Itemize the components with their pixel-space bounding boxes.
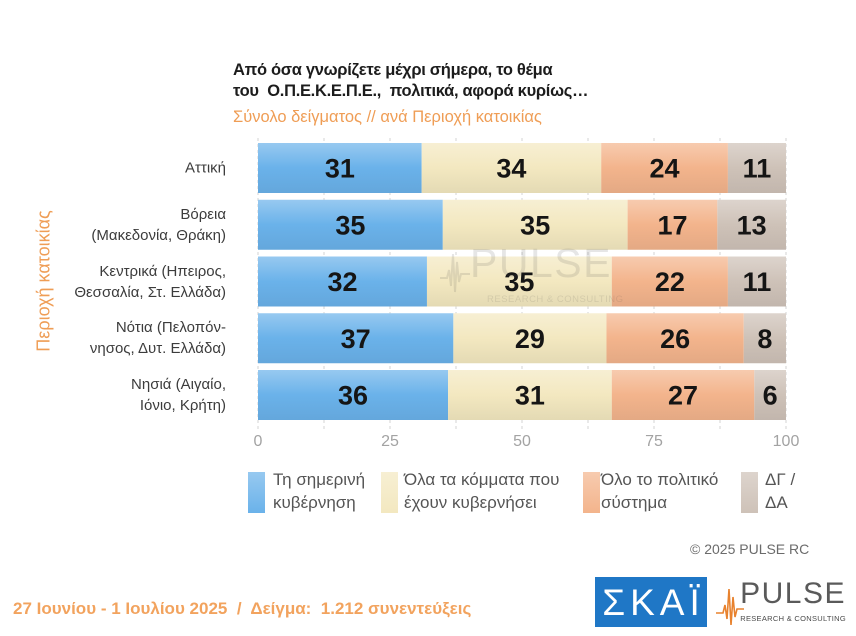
bar-segment — [606, 313, 744, 364]
chart-subtitle: Σύνολο δείγματος // ανά Περιοχή κατοικία… — [233, 108, 542, 126]
bar-segment — [727, 143, 786, 193]
bar-segment — [448, 370, 612, 420]
category-label: Νότια (Πελοπόν- νησος, Δυτ. Ελλάδα) — [89, 319, 226, 358]
value-label: 37 — [341, 324, 371, 354]
value-label: 32 — [327, 267, 357, 297]
bar-row: 37 29 26 8 — [258, 313, 786, 364]
x-tick-label: 75 — [645, 433, 663, 450]
bar-segment — [442, 199, 628, 250]
value-label: 22 — [655, 267, 685, 297]
value-label: 8 — [757, 324, 772, 354]
legend-swatch — [248, 472, 265, 513]
x-tick-label: 0 — [254, 433, 263, 450]
value-label: 11 — [743, 267, 772, 297]
bar-segment — [258, 256, 427, 307]
bar-row: 32 35 22 11 — [258, 256, 786, 307]
category-label: Κεντρικά (Ηπειρος, Θεσσαλία, Στ. Ελλάδα) — [74, 262, 226, 301]
x-axis: 0 25 50 75 100 — [254, 433, 800, 450]
value-label: 35 — [504, 267, 534, 297]
value-label: 27 — [668, 381, 698, 411]
x-tick-label: 25 — [381, 433, 399, 450]
pulse-wave-icon — [716, 588, 744, 626]
skai-logo: ΣΚΑΪ — [595, 577, 707, 627]
bar-segment — [258, 143, 422, 193]
legend-label: Τη σημερινή κυβέρνηση — [273, 470, 366, 512]
bars: 31 34 24 11 35 35 17 13 32 35 22 11 37 29 26 8 36 31 27 6 — [258, 143, 786, 420]
survey-footer: 27 Ιουνίου - 1 Ιουλίου 2025 / Δείγμα: 1.… — [13, 599, 472, 618]
skai-logo-text: ΣΚΑΪ — [602, 581, 705, 623]
bar-row: 31 34 24 11 — [258, 143, 786, 193]
bar-row: 35 35 17 13 — [258, 199, 786, 250]
copyright-note: © 2025 PULSE RC — [690, 541, 810, 557]
bar-segment — [258, 370, 449, 420]
bar-segment — [426, 256, 612, 307]
legend-label: Όλο το πολιτικό σύστημα — [601, 470, 719, 512]
value-label: 6 — [763, 381, 778, 411]
bar-segment — [611, 370, 755, 420]
value-label: 11 — [743, 154, 772, 184]
bar-segment — [258, 199, 443, 250]
bar-segment — [754, 370, 786, 420]
bar-row: 36 31 27 6 — [258, 370, 786, 420]
category-label: Βόρεια (Μακεδονία, Θράκη) — [91, 205, 226, 244]
value-label: 34 — [496, 154, 526, 184]
bar-segment — [717, 199, 786, 250]
value-label: 24 — [650, 154, 680, 184]
bar-segment — [727, 256, 786, 307]
category-label: Νησιά (Αιγαίο, Ιόνιο, Κρήτη) — [131, 376, 226, 414]
legend-swatch — [741, 472, 758, 513]
pulse-wave-line — [716, 588, 744, 626]
value-label: 13 — [737, 210, 767, 240]
x-tick-label: 50 — [513, 433, 531, 450]
bar-segment — [627, 199, 718, 250]
pulse-logo-tagline: RESEARCH & CONSULTING — [740, 614, 846, 623]
pulse-logo-text: PULSE — [740, 577, 846, 610]
bar-segment — [601, 143, 728, 193]
value-label: 36 — [338, 381, 368, 411]
bar-segment — [453, 313, 607, 364]
value-label: 35 — [335, 210, 365, 240]
chart-title: Από όσα γνωρίζετε μέχρι σήμερα, το θέμα … — [233, 61, 589, 100]
category-label: Αττική — [184, 159, 226, 177]
value-label: 26 — [660, 324, 690, 354]
legend-label: Όλα τα κόμματα που έχουν κυβερνήσει — [404, 470, 560, 512]
bar-segment — [743, 313, 786, 364]
value-label: 17 — [657, 210, 687, 240]
bar-segment — [611, 256, 728, 307]
bar-segment — [421, 143, 602, 193]
legend-label: ΔΓ / ΔΑ — [765, 470, 796, 512]
value-label: 35 — [520, 210, 550, 240]
legend-swatch — [381, 472, 398, 513]
bar-segment — [258, 313, 454, 364]
legend-swatch — [583, 472, 600, 513]
value-label: 29 — [515, 324, 545, 354]
x-tick-label: 100 — [773, 433, 800, 450]
value-label: 31 — [515, 381, 545, 411]
value-label: 31 — [325, 154, 355, 184]
